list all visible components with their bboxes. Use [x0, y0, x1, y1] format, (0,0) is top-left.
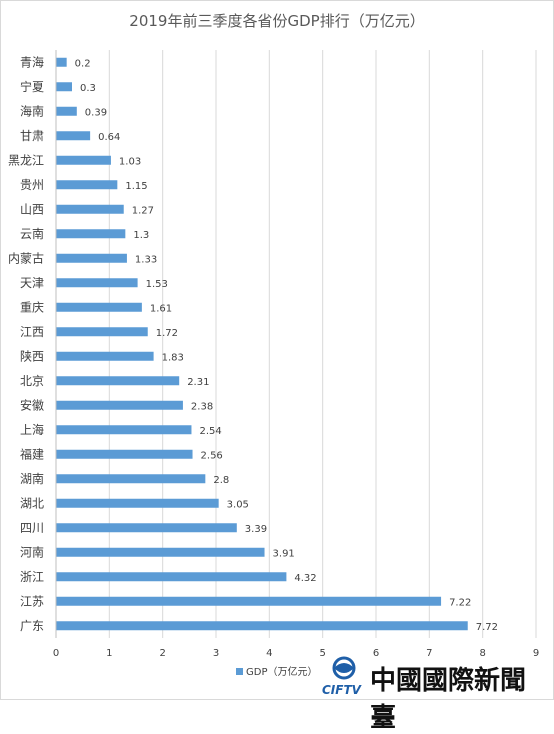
y-category-label: 安徽	[20, 397, 44, 412]
y-category-label: 四川	[20, 521, 44, 535]
y-category-label: 内蒙古	[8, 250, 44, 265]
bar	[56, 57, 67, 67]
bar	[56, 327, 148, 337]
y-category-label: 山西	[20, 202, 44, 216]
data-label: 0.64	[98, 132, 120, 143]
y-category-label: 贵州	[20, 178, 44, 192]
y-category-label: 甘肃	[20, 129, 44, 143]
y-category-label: 上海	[20, 422, 44, 437]
bar	[56, 523, 237, 533]
data-label: 7.72	[476, 622, 498, 633]
data-label: 1.53	[146, 279, 168, 290]
bar	[56, 106, 77, 116]
data-label: 0.3	[80, 83, 96, 94]
watermark-channel-name: 中國國際新聞臺	[370, 666, 527, 733]
bar	[56, 621, 468, 631]
data-label: 1.15	[125, 181, 147, 192]
bar	[56, 376, 180, 386]
bar	[56, 449, 193, 459]
data-label: 1.27	[132, 205, 154, 216]
data-label: 3.91	[273, 548, 295, 559]
x-tick-label: 7	[426, 648, 432, 659]
data-label: 2.56	[201, 450, 223, 461]
cif-logo-icon: CIFTV	[322, 656, 363, 697]
data-label: 7.22	[449, 597, 471, 608]
x-tick-label: 5	[319, 648, 325, 659]
data-label: 0.39	[85, 107, 107, 118]
y-category-label: 湖南	[20, 471, 44, 486]
bar	[56, 596, 442, 606]
x-tick-label: 4	[266, 648, 272, 659]
bar	[56, 229, 126, 239]
data-label: 2.54	[199, 426, 221, 437]
y-category-label: 陕西	[20, 348, 44, 363]
bar	[56, 547, 265, 557]
data-label: 1.33	[135, 254, 157, 265]
legend-swatch	[236, 668, 243, 675]
y-category-label: 云南	[20, 226, 44, 241]
bar	[56, 351, 154, 361]
x-tick-label: 6	[373, 648, 379, 659]
watermark-brand-text: CIFTV	[322, 683, 363, 697]
bar	[56, 155, 111, 165]
x-tick-label: 0	[53, 648, 59, 659]
bar	[56, 253, 127, 263]
y-category-label: 湖北	[20, 495, 44, 510]
y-category-label: 海南	[20, 103, 44, 118]
y-category-label: 重庆	[20, 300, 44, 314]
y-category-label: 宁夏	[20, 79, 44, 94]
x-tick-label: 2	[159, 648, 165, 659]
data-label: 2.8	[213, 475, 229, 486]
chart-title: 2019年前三季度各省份GDP排行（万亿元）	[129, 12, 424, 30]
data-label: 1.03	[119, 156, 141, 167]
x-tick-label: 8	[479, 648, 485, 659]
y-category-label: 河南	[20, 544, 44, 559]
bar	[56, 474, 206, 484]
y-category-label: 北京	[20, 374, 44, 388]
bar	[56, 180, 118, 190]
data-label: 2.38	[191, 401, 213, 412]
legend-label: GDP（万亿元）	[246, 665, 317, 678]
y-category-label: 天津	[20, 276, 44, 290]
data-label: 1.61	[150, 303, 172, 314]
data-label: 1.3	[133, 230, 149, 241]
data-label: 3.05	[227, 499, 249, 510]
x-tick-label: 1	[106, 648, 112, 659]
y-category-label: 浙江	[20, 570, 44, 584]
y-category-label: 青海	[20, 54, 44, 69]
x-tick-label: 9	[533, 648, 539, 659]
data-label: 3.39	[245, 524, 267, 535]
bar	[56, 302, 142, 312]
bar	[56, 278, 138, 288]
bar-chart: 2019年前三季度各省份GDP排行（万亿元） 0 1 2 3 4 5 6 7 8 9 青海 0.2 宁夏 0…	[8, 12, 539, 678]
data-label: 4.32	[294, 573, 316, 584]
bar	[56, 498, 219, 508]
bar	[56, 572, 287, 582]
data-label: 2.31	[187, 377, 209, 388]
bar	[56, 425, 192, 435]
data-label: 0.2	[75, 58, 91, 69]
bar	[56, 82, 72, 92]
bar	[56, 400, 183, 410]
y-category-label: 江西	[20, 325, 44, 339]
y-category-label: 广东	[20, 619, 44, 633]
data-label: 1.83	[162, 352, 184, 363]
y-category-label: 江苏	[20, 594, 44, 608]
bar	[56, 131, 91, 141]
y-category-label: 黑龙江	[8, 153, 44, 167]
watermark: CIFTV 中國國際新聞臺	[318, 654, 550, 733]
x-tick-label: 3	[213, 648, 219, 659]
chart-frame	[0, 0, 554, 700]
data-label: 1.72	[156, 328, 178, 339]
bar	[56, 204, 124, 214]
y-category-label: 福建	[20, 446, 44, 461]
